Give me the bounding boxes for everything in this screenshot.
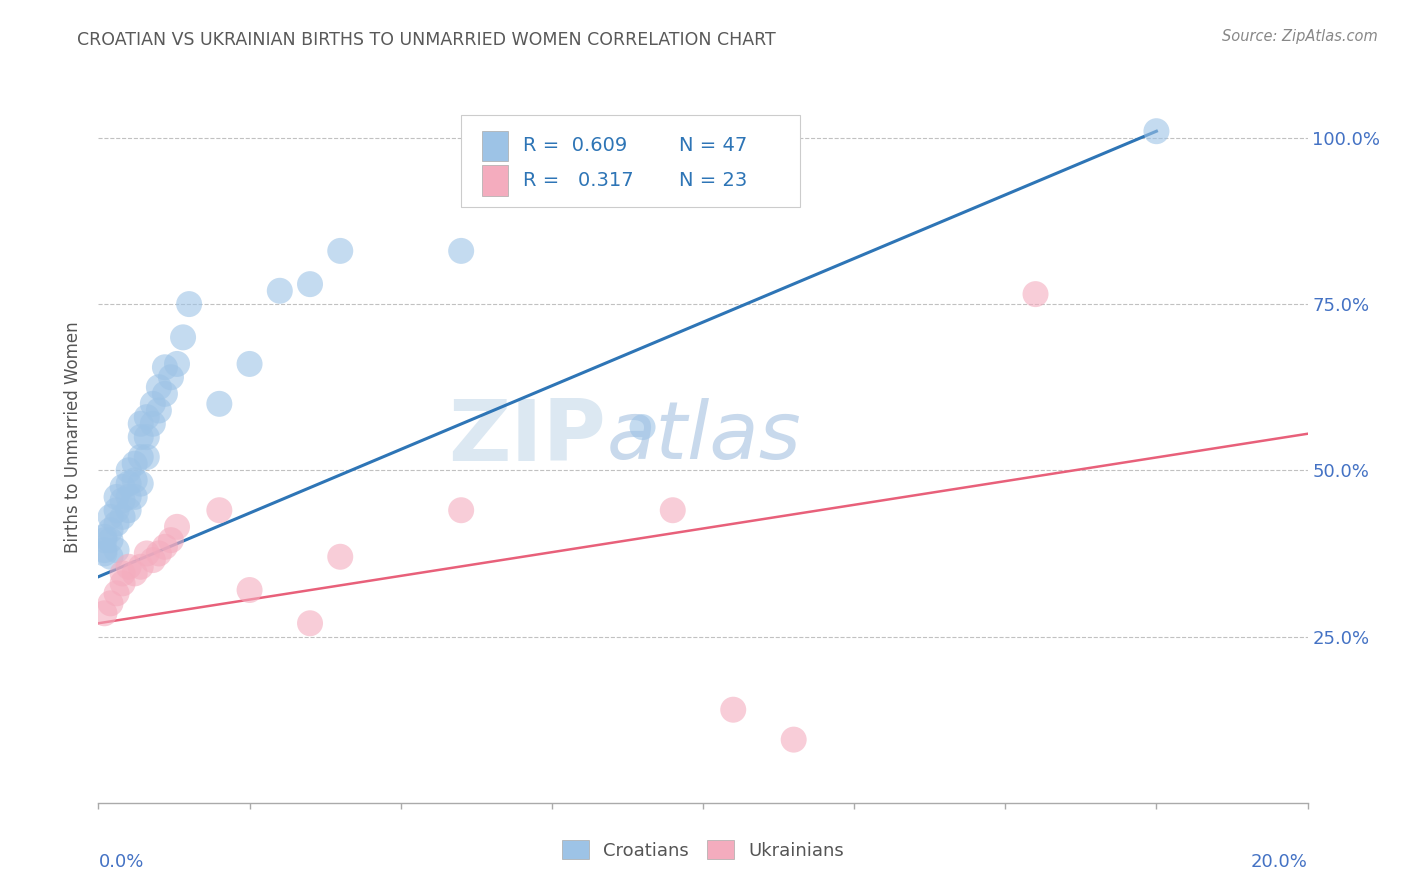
Croatians	[1144, 124, 1167, 138]
Croatians	[118, 503, 141, 517]
Croatians	[93, 543, 115, 558]
Ukrainians	[148, 546, 170, 560]
Croatians	[269, 284, 291, 298]
Croatians	[124, 473, 146, 487]
Croatians	[299, 277, 322, 292]
Croatians	[100, 533, 122, 548]
Text: N = 23: N = 23	[679, 171, 747, 190]
Croatians	[153, 387, 176, 401]
Croatians	[105, 516, 128, 531]
Ukrainians	[450, 503, 472, 517]
Text: CROATIAN VS UKRAINIAN BIRTHS TO UNMARRIED WOMEN CORRELATION CHART: CROATIAN VS UKRAINIAN BIRTHS TO UNMARRIE…	[77, 31, 776, 49]
Croatians	[135, 430, 157, 444]
Croatians	[93, 533, 115, 548]
Croatians	[239, 357, 262, 371]
Ukrainians	[661, 503, 683, 517]
Croatians	[153, 360, 176, 375]
Ukrainians	[129, 559, 152, 574]
Croatians	[118, 476, 141, 491]
Ukrainians	[239, 582, 262, 597]
Text: R =   0.317: R = 0.317	[523, 171, 634, 190]
Croatians	[179, 297, 201, 311]
Croatians	[100, 509, 122, 524]
Ukrainians	[111, 566, 134, 581]
Croatians	[105, 490, 128, 504]
Croatians	[93, 546, 115, 560]
Ukrainians	[299, 616, 322, 631]
Croatians	[135, 410, 157, 425]
Ukrainians	[208, 503, 231, 517]
Ukrainians	[1024, 287, 1046, 301]
FancyBboxPatch shape	[482, 165, 509, 195]
Ukrainians	[153, 540, 176, 554]
Text: atlas: atlas	[606, 398, 801, 476]
Text: R =  0.609: R = 0.609	[523, 136, 627, 155]
Croatians	[111, 509, 134, 524]
Croatians	[100, 549, 122, 564]
Croatians	[124, 457, 146, 471]
Ukrainians	[124, 566, 146, 581]
Croatians	[105, 503, 128, 517]
Croatians	[129, 430, 152, 444]
Croatians	[135, 450, 157, 464]
Croatians	[631, 420, 654, 434]
Ukrainians	[93, 607, 115, 621]
Ukrainians	[142, 553, 165, 567]
Croatians	[129, 417, 152, 431]
Text: 0.0%: 0.0%	[98, 853, 143, 871]
Ukrainians	[100, 596, 122, 610]
Ukrainians	[118, 559, 141, 574]
Y-axis label: Births to Unmarried Women: Births to Unmarried Women	[65, 321, 83, 553]
Ukrainians	[135, 546, 157, 560]
Ukrainians	[111, 576, 134, 591]
Croatians	[129, 476, 152, 491]
Croatians	[100, 523, 122, 537]
Croatians	[124, 490, 146, 504]
Text: Source: ZipAtlas.com: Source: ZipAtlas.com	[1222, 29, 1378, 44]
Ukrainians	[166, 520, 188, 534]
Croatians	[142, 417, 165, 431]
Croatians	[105, 543, 128, 558]
Croatians	[142, 397, 165, 411]
Croatians	[93, 530, 115, 544]
Croatians	[118, 490, 141, 504]
FancyBboxPatch shape	[482, 130, 509, 161]
Ukrainians	[329, 549, 352, 564]
Ukrainians	[783, 732, 806, 747]
Croatians	[172, 330, 194, 344]
Ukrainians	[723, 703, 745, 717]
Croatians	[208, 397, 231, 411]
Croatians	[148, 403, 170, 417]
Ukrainians	[160, 533, 183, 548]
Croatians	[111, 493, 134, 508]
FancyBboxPatch shape	[461, 115, 800, 207]
Text: ZIP: ZIP	[449, 395, 606, 479]
Text: 20.0%: 20.0%	[1251, 853, 1308, 871]
Croatians	[329, 244, 352, 258]
Croatians	[166, 357, 188, 371]
Text: N = 47: N = 47	[679, 136, 747, 155]
Legend: Croatians, Ukrainians: Croatians, Ukrainians	[554, 833, 852, 867]
Croatians	[111, 480, 134, 494]
Croatians	[148, 380, 170, 394]
Croatians	[129, 450, 152, 464]
Ukrainians	[105, 586, 128, 600]
Croatians	[118, 463, 141, 477]
Croatians	[450, 244, 472, 258]
Croatians	[160, 370, 183, 384]
